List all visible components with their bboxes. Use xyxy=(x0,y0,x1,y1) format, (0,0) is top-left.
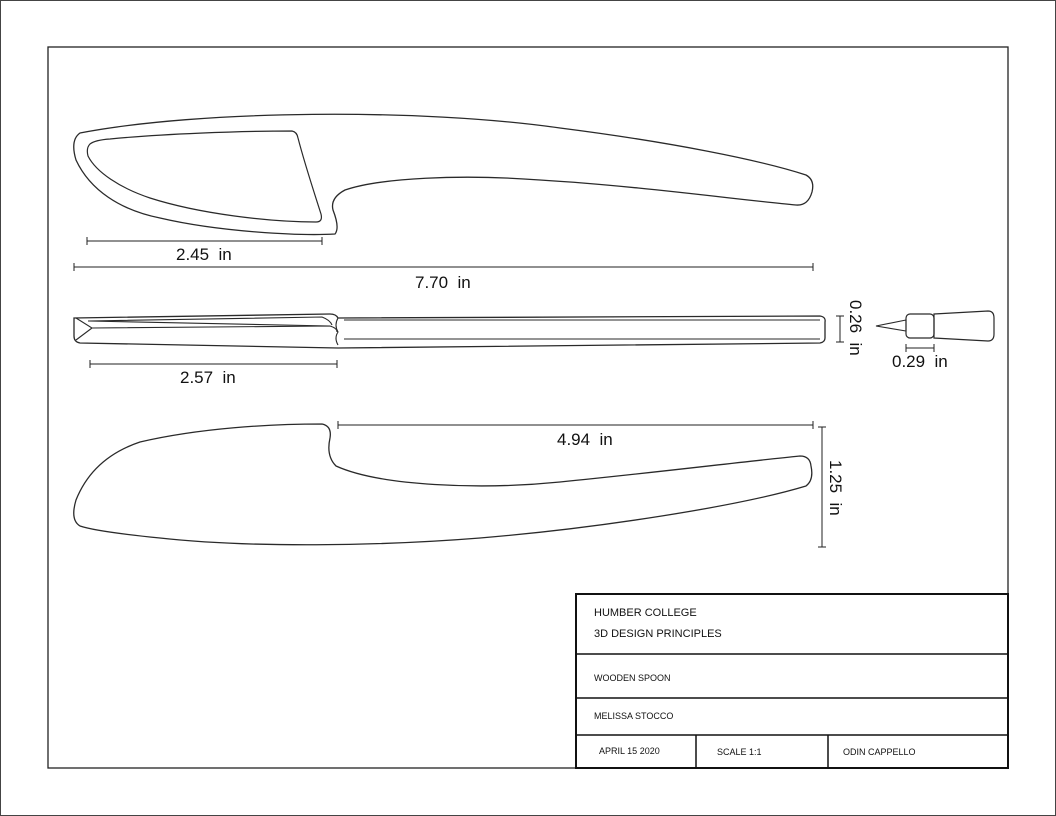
end-view-tip xyxy=(875,319,907,332)
designer-name: MELISSA STOCCO xyxy=(594,711,673,721)
course-name: 3D DESIGN PRINCIPLES xyxy=(594,628,722,640)
drawing-scale: SCALE 1:1 xyxy=(717,747,762,757)
drawing-frame xyxy=(47,46,1009,769)
side-view-outline xyxy=(73,113,814,236)
top-view-neck xyxy=(335,317,339,346)
side-view-bowl xyxy=(86,130,323,223)
institution-name: HUMBER COLLEGE xyxy=(594,607,697,619)
dim-label-end-width: 0.29 in xyxy=(892,352,948,371)
dim-label-side-blade: 2.45 in xyxy=(176,245,232,264)
part-name: WOODEN SPOON xyxy=(594,673,671,683)
bottom-view-outline xyxy=(73,423,813,546)
top-view: 2.57 in 0.26 in xyxy=(73,300,865,387)
dim-label-bottom-height: 1.25 in xyxy=(826,460,845,516)
end-view-neck xyxy=(905,313,935,339)
side-view: 2.45 in 7.70 in xyxy=(73,113,814,292)
dim-label-top-thickness: 0.26 in xyxy=(846,300,865,356)
top-view-outline xyxy=(73,313,826,349)
dim-label-top-blade: 2.57 in xyxy=(180,368,236,387)
dim-label-side-total: 7.70 in xyxy=(415,273,471,292)
end-view-handle xyxy=(933,310,995,342)
end-view: 0.29 in xyxy=(875,310,995,371)
drawing-date: APRIL 15 2020 xyxy=(599,746,660,756)
title-block-frame xyxy=(575,593,1009,769)
top-view-bowl xyxy=(87,316,333,327)
checker-name: ODIN CAPPELLO xyxy=(843,747,916,757)
bottom-view: 4.94 in 1.25 in xyxy=(73,421,845,548)
top-view-blade-edge xyxy=(75,317,338,341)
title-block: HUMBER COLLEGE 3D DESIGN PRINCIPLES WOOD… xyxy=(575,593,1009,769)
dim-label-bottom-handle: 4.94 in xyxy=(557,430,613,449)
